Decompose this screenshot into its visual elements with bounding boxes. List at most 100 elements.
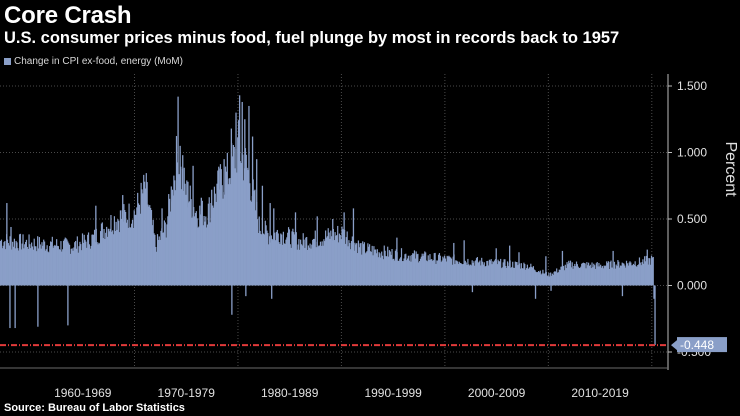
bar: [207, 203, 209, 286]
bar-spike: [269, 203, 271, 286]
bar: [272, 240, 274, 286]
bar: [191, 217, 193, 286]
bar: [370, 251, 372, 286]
bar: [636, 266, 638, 286]
bar: [600, 264, 602, 286]
bar: [585, 268, 587, 286]
bar: [215, 201, 217, 286]
bar: [412, 253, 415, 286]
bar: [125, 222, 128, 286]
bar-spike: [241, 101, 243, 286]
bar: [547, 276, 549, 286]
bar: [476, 257, 478, 286]
bar: [160, 230, 162, 286]
bar: [31, 246, 34, 286]
bar: [553, 271, 555, 286]
bar: [143, 181, 146, 286]
bar: [473, 261, 475, 286]
bar: [383, 245, 385, 286]
bar: [481, 261, 484, 286]
bar: [510, 267, 512, 286]
bar: [391, 248, 393, 286]
bar: [562, 266, 565, 286]
bar: [606, 263, 609, 286]
bar: [369, 251, 372, 286]
bar: [45, 249, 47, 286]
bar: [466, 264, 468, 286]
bar: [397, 260, 399, 286]
bar: [123, 204, 125, 286]
bar: [431, 260, 434, 286]
bar: [449, 256, 451, 286]
bar: [249, 183, 251, 286]
bar: [50, 241, 52, 286]
bar: [234, 168, 236, 286]
bar: [506, 261, 509, 286]
bar-spike: [95, 205, 97, 286]
bar: [132, 227, 134, 286]
bar: [184, 183, 186, 286]
bar: [346, 231, 348, 286]
bar: [410, 261, 412, 286]
bar: [193, 216, 196, 286]
bar-spike: [561, 250, 564, 286]
bar: [153, 233, 155, 286]
bar: [90, 245, 92, 286]
bar: [634, 261, 636, 286]
bar: [301, 245, 303, 286]
bar: [258, 216, 260, 286]
bar: [11, 249, 13, 286]
bar: [319, 241, 322, 286]
bar: [527, 268, 529, 286]
bar-spike: [471, 285, 474, 293]
bar: [531, 266, 533, 286]
bar: [450, 258, 453, 286]
bar: [312, 239, 314, 286]
bar: [109, 228, 111, 286]
bar: [221, 185, 223, 286]
bar: [360, 243, 362, 286]
bar: [521, 268, 523, 286]
bar: [461, 263, 463, 286]
bar: [203, 216, 205, 286]
bar: [311, 244, 313, 286]
bar: [434, 252, 436, 286]
bar-spike: [192, 165, 194, 286]
bar: [622, 263, 624, 286]
y-tick-label: 1.000: [677, 146, 707, 160]
bar: [542, 269, 544, 286]
bar: [28, 234, 30, 286]
source-note: Source: Bureau of Labor Statistics: [4, 402, 185, 414]
bar: [554, 271, 556, 286]
bar: [505, 266, 507, 286]
bar-spike: [550, 285, 552, 291]
bar-spike: [509, 245, 511, 286]
bar: [523, 262, 525, 286]
bar: [594, 265, 596, 286]
bar: [457, 263, 460, 286]
bar: [214, 193, 216, 286]
bar: [232, 145, 234, 286]
bar: [79, 241, 81, 286]
bar: [18, 234, 21, 286]
bar: [81, 233, 84, 286]
bar: [550, 272, 552, 286]
bar: [580, 266, 582, 286]
bar: [227, 184, 229, 286]
bar: [406, 258, 409, 286]
bar: [338, 233, 341, 286]
bar: [151, 225, 153, 286]
bar: [78, 246, 80, 286]
y-tick-label: 1.500: [677, 79, 707, 93]
bar-spike: [182, 155, 184, 286]
bar: [616, 266, 618, 286]
bar: [593, 263, 595, 286]
bar: [598, 262, 600, 286]
bar: [345, 237, 347, 286]
bar: [250, 200, 252, 286]
bar: [591, 262, 593, 286]
bar: [327, 228, 329, 286]
bar: [56, 245, 59, 286]
bar: [635, 265, 637, 286]
bar-spike: [396, 237, 398, 286]
